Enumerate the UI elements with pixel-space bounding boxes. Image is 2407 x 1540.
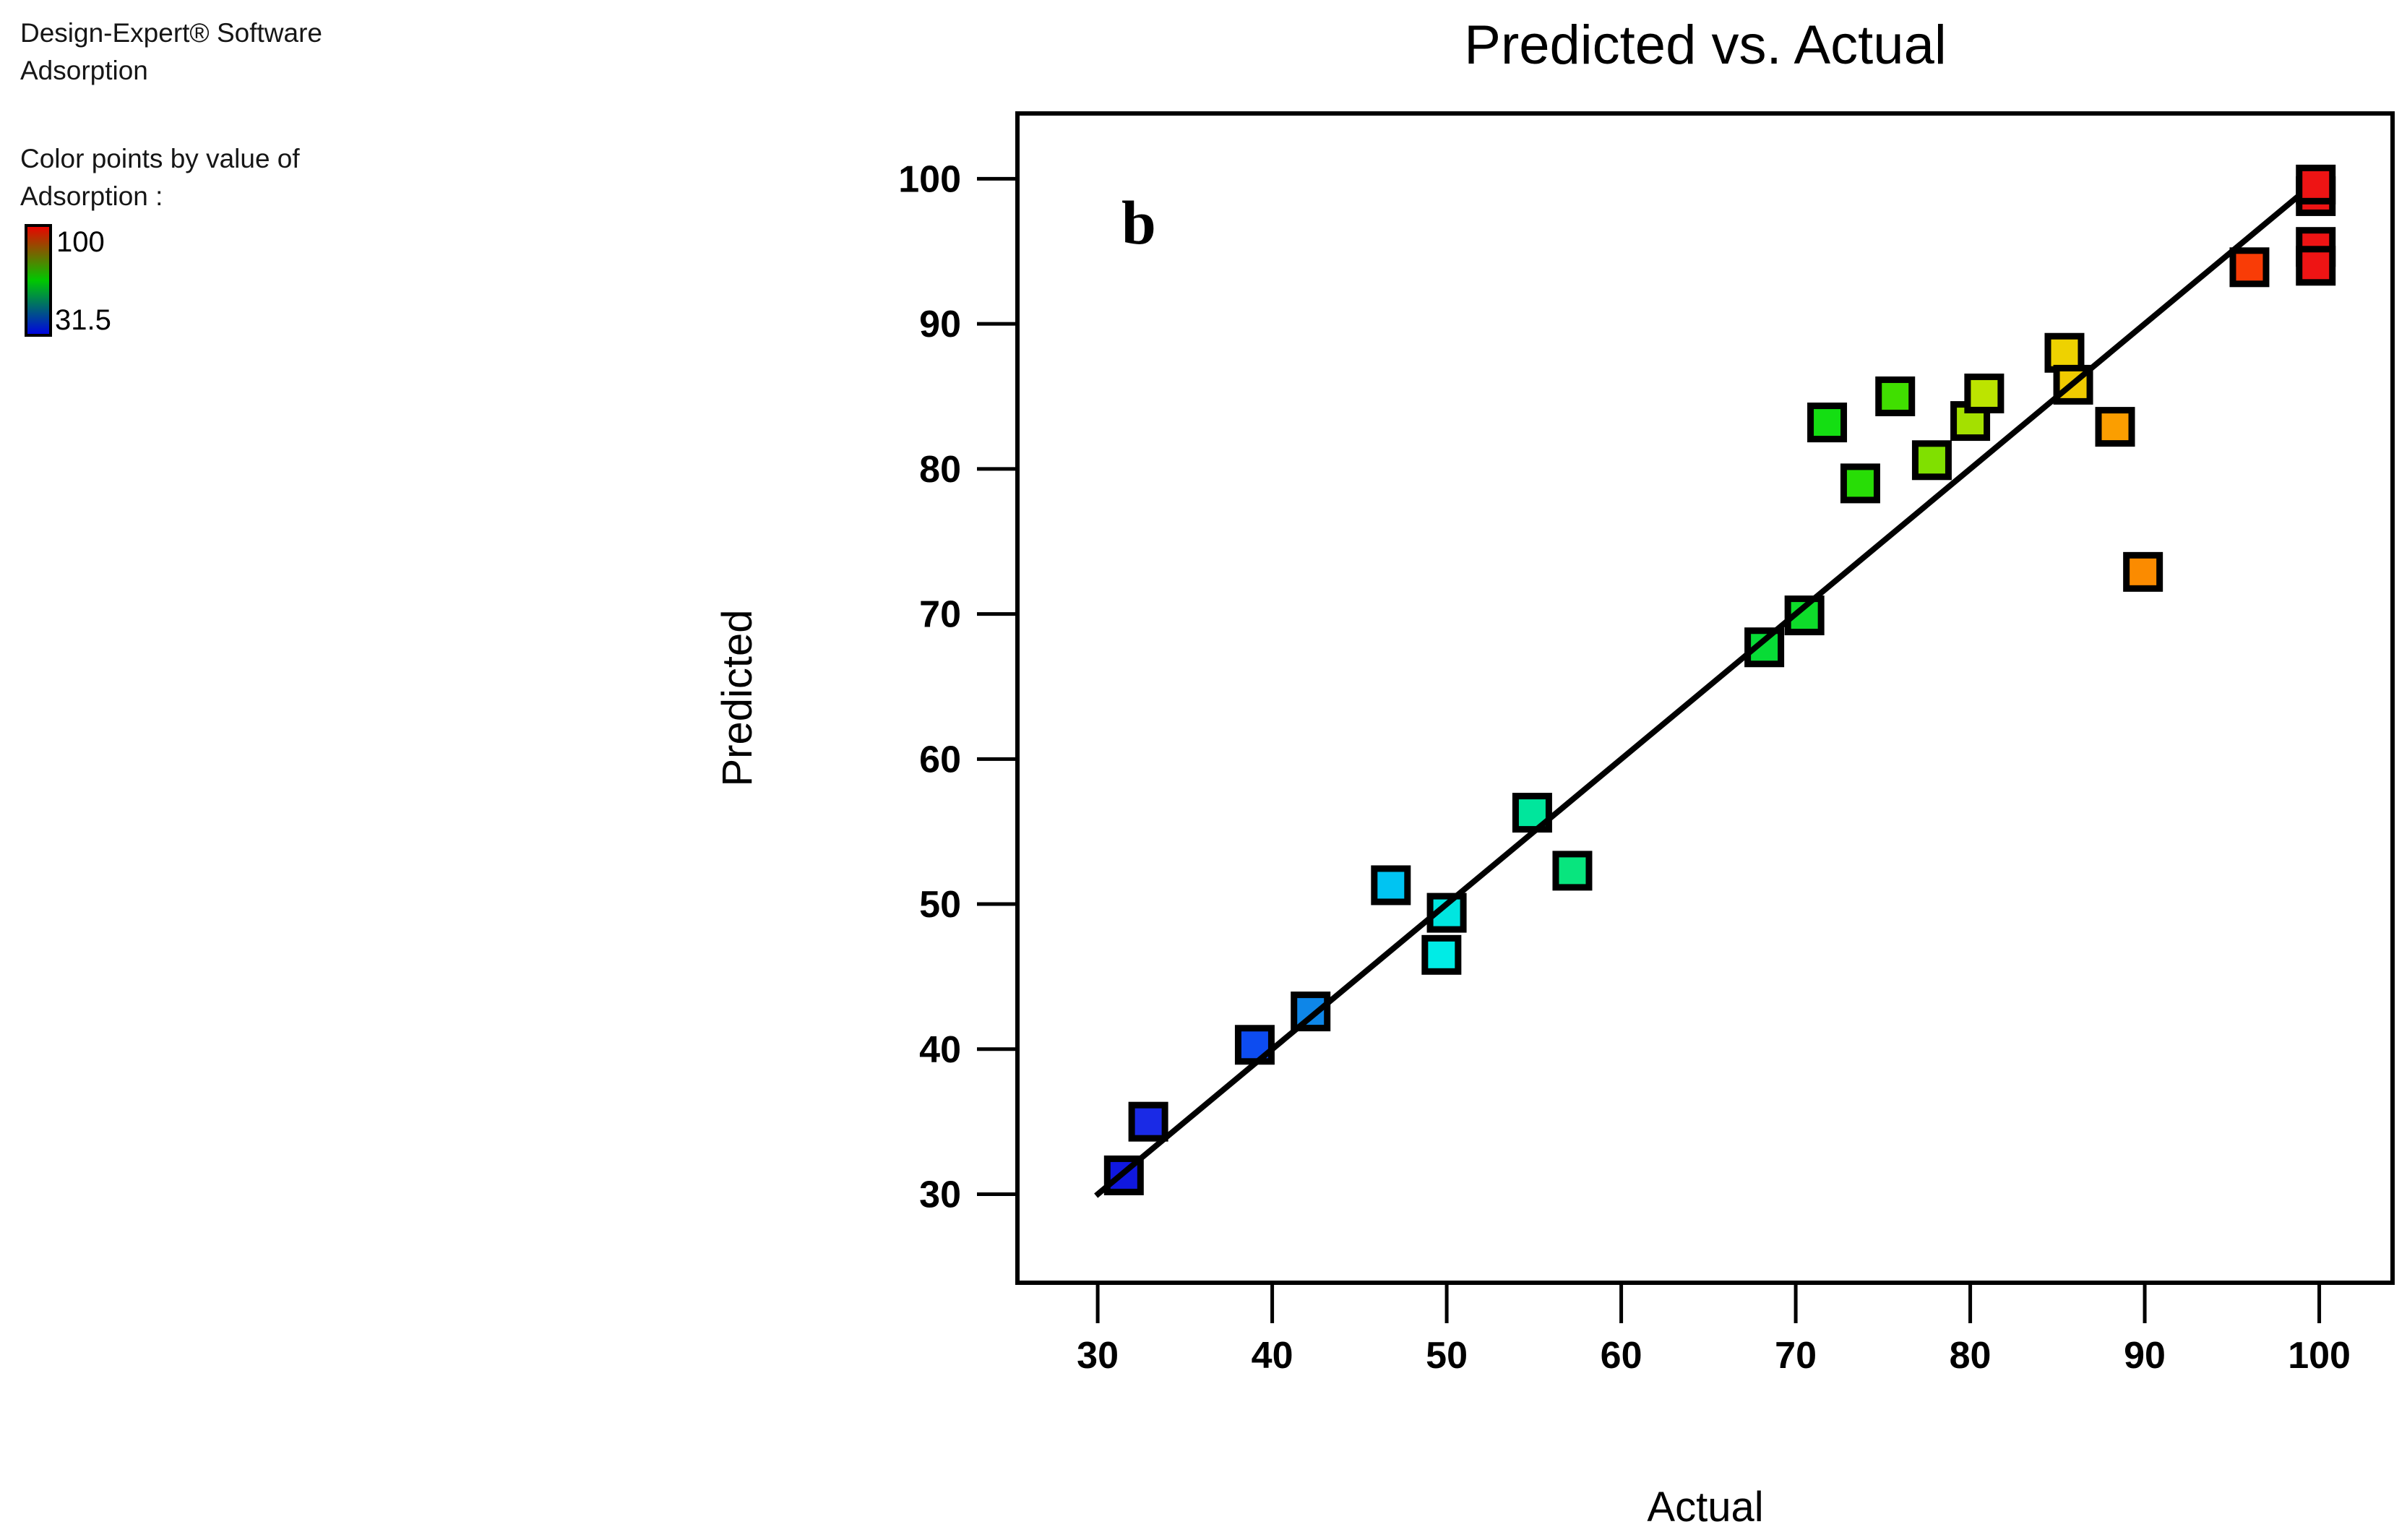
data-point [1128, 1101, 1168, 1142]
y-tick-label: 60 [919, 739, 961, 780]
panel-letter-label: b [1121, 188, 1156, 257]
y-tick-label: 80 [919, 449, 961, 491]
data-point [1552, 851, 1593, 891]
data-point [1875, 376, 1916, 416]
x-tick-label: 30 [1077, 1335, 1119, 1377]
colorbar-min-label: 31.5 [55, 304, 111, 336]
colorbar-max-label: 100 [56, 226, 105, 258]
x-tick-label: 90 [2124, 1335, 2166, 1377]
color-note-line1: Color points by value of [20, 144, 300, 173]
x-tick-label: 60 [1601, 1335, 1642, 1377]
data-point [2296, 164, 2336, 205]
x-tick-label: 80 [1950, 1335, 1992, 1377]
data-point [1291, 991, 1331, 1032]
data-point [2229, 247, 2270, 288]
data-point [1911, 440, 1952, 481]
x-tick-label: 50 [1426, 1335, 1468, 1377]
data-point [2095, 407, 2135, 447]
y-tick-label: 100 [898, 158, 961, 200]
data-point [2296, 246, 2336, 286]
y-tick-label: 40 [919, 1029, 961, 1071]
color-note-line2: Adsorption : [20, 181, 163, 211]
identity-line [1094, 194, 2301, 1198]
x-tick-label: 100 [2288, 1335, 2351, 1377]
data-point [1964, 373, 2005, 413]
data-point [2123, 551, 2163, 592]
y-tick-label: 50 [919, 884, 961, 926]
data-point [1807, 403, 1848, 443]
software-name-label: Design-Expert® Software [20, 18, 322, 48]
y-tick-label: 90 [919, 304, 961, 345]
data-point [1744, 627, 1785, 668]
data-point [1371, 865, 1411, 905]
data-point [1840, 463, 1880, 504]
data-point [1421, 934, 1462, 975]
x-tick-label: 40 [1252, 1335, 1293, 1377]
adsorption-colorbar [25, 224, 52, 337]
data-point [2044, 332, 2085, 373]
y-tick-label: 70 [919, 594, 961, 636]
plot-border [1015, 111, 2395, 1285]
chart-title: Predicted vs. Actual [1464, 14, 1946, 76]
plot-area-generated: 30 40 50 60 70 80 90 100 30 40 50 60 70 80 90 100 [898, 111, 2395, 1377]
response-name-label: Adsorption [20, 56, 148, 85]
x-tick-label: 70 [1775, 1335, 1817, 1377]
x-axis-title: Actual [1647, 1484, 1763, 1531]
y-tick-label: 30 [919, 1174, 961, 1216]
y-axis-title: Predicted [714, 609, 761, 786]
